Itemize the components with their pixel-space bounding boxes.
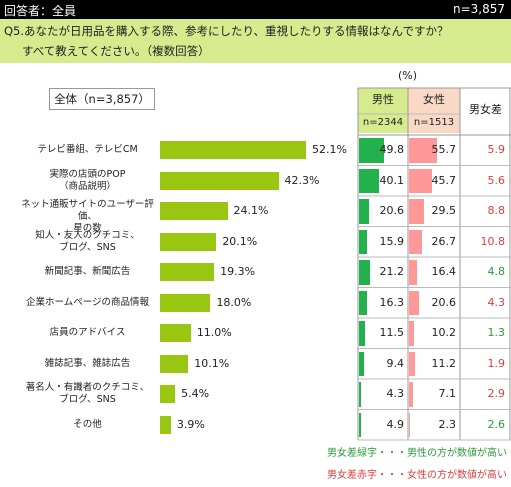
female-value: 45.7 [431,173,457,187]
total-value-label: 20.1% [222,234,258,248]
female-mini-bar [409,321,415,346]
respondents-label: 回答者：全員 [4,4,77,18]
header-bar: 回答者：全員 n=3,857 [0,0,511,19]
male-header: 男性 [372,93,394,106]
note-red: 男女差赤字・・・女性の方が数値が高い [327,470,507,481]
male-mini-bar [359,351,364,376]
female-mini-bar [409,138,437,163]
female-mini-bar [409,260,418,285]
gender-diff-value: 10.8 [480,234,506,248]
female-mini-bar [409,290,420,315]
male-mini-bar [359,168,380,193]
gender-diff-value: 8.8 [487,204,506,218]
question-box: Q5.あなたが日用品を購入する際、参考にしたり、重視したりする情報はなんですか？… [0,19,511,63]
male-value: 11.5 [379,326,405,340]
total-bar [160,232,217,251]
male-mini-bar [359,290,368,315]
male-mini-bar [359,138,384,163]
male-value: 16.3 [379,295,405,309]
female-value: 26.7 [431,234,457,248]
category-label: テレビ番組、テレビCM [37,144,138,156]
total-n-label: n=3,857 [452,2,505,16]
total-bar [160,293,211,312]
male-value: 49.8 [379,143,405,157]
category-label: 店員のアドバイス [49,327,126,339]
male-value: 20.6 [379,204,405,218]
female-value: 11.2 [431,356,457,370]
category-label: 雑誌記事、雑誌広告 [44,357,131,369]
male-mini-bar [359,229,367,254]
male-value: 15.9 [379,234,405,248]
gender-diff-value: 1.3 [487,326,506,340]
female-value: 16.4 [431,265,457,279]
female-value: 7.1 [438,387,457,401]
total-bar [160,202,228,221]
question-line-2: すべて教えてください。（複数回答） [22,44,210,58]
female-header-bg [408,88,460,133]
total-value-label: 24.1% [233,204,269,218]
male-mini-bar [359,382,362,407]
category-label: 知人・友人のクチコミ、 ブログ、SNS [35,229,140,253]
male-value: 4.9 [386,417,405,431]
total-label: 全体（n=3,857） [49,88,155,110]
total-bar [160,263,215,282]
total-value-label: 5.4% [181,387,210,401]
female-value: 55.7 [431,143,457,157]
gender-diff-value: 4.3 [487,295,506,309]
gender-diff-header: 男女差 [469,103,502,116]
category-label: 実際の店頭のPOP （商品説明） [49,168,126,192]
female-value: 2.3 [438,417,457,431]
male-mini-bar [359,199,370,224]
gender-diff-value: 4.8 [487,265,506,279]
total-bar [160,385,176,404]
male-mini-bar [359,321,365,346]
female-mini-bar [409,229,423,254]
female-mini-bar [409,412,411,437]
male-mini-bar [359,260,370,285]
total-value-label: 10.1% [194,356,230,370]
unit-label: (%) [398,69,418,82]
male-header-bg [358,88,408,133]
total-bar [160,354,189,373]
total-bar [160,324,191,343]
female-value: 29.5 [431,204,457,218]
female-mini-bar [409,382,413,407]
gender-diff-value: 5.9 [487,143,506,157]
male-value: 4.3 [386,387,405,401]
female-header: 女性 [423,93,445,106]
female-mini-bar [409,168,432,193]
total-value-label: 11.0% [196,326,232,340]
male-value: 9.4 [386,356,405,370]
female-value: 10.2 [431,326,457,340]
male-value: 21.2 [379,265,405,279]
total-value-label: 52.1% [312,143,347,157]
total-value-label: 42.3% [284,173,320,187]
male-n-header: n=2344 [362,117,404,128]
male-value: 40.1 [379,173,405,187]
female-mini-bar [409,351,415,376]
total-value-label: 18.0% [216,295,252,309]
total-bar [160,171,279,190]
category-label: その他 [73,418,102,430]
gender-diff-value: 1.9 [487,356,506,370]
total-bar [160,415,171,434]
category-label: ネット通販サイトのユーザー評価、 星の数 [21,199,154,235]
female-mini-bar [409,199,424,224]
question-line-1: Q5.あなたが日用品を購入する際、参考にしたり、重視したりする情報はなんですか？ [4,24,449,38]
female-n-header: n=1513 [413,117,455,128]
female-value: 20.6 [431,295,457,309]
category-label: 企業ホームページの商品情報 [25,296,150,308]
note-green: 男女差緑字・・・男性の方が数値が高い [327,448,507,459]
gender-diff-value: 2.9 [487,387,506,401]
category-label: 新聞記事、新聞広告 [44,266,131,278]
male-mini-bar [359,412,362,437]
total-value-label: 3.9% [176,417,205,431]
total-value-label: 19.3% [220,265,256,279]
gender-diff-value: 5.6 [487,173,506,187]
total-bar [160,141,306,160]
category-label: 著名人・有識者のクチコミ、 ブログ、SNS [25,382,150,406]
gender-diff-value: 2.6 [487,417,506,431]
